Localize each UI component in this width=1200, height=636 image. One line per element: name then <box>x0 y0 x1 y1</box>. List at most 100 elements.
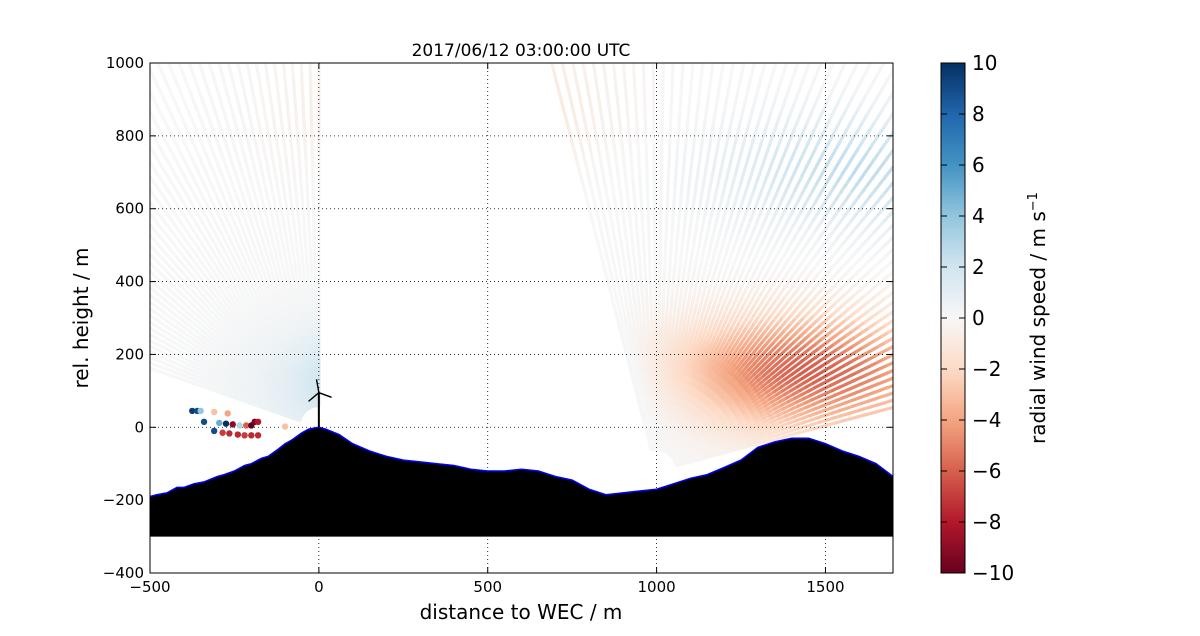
scan-beam-segment <box>150 242 154 250</box>
data-point <box>226 430 233 437</box>
scan-beam-segment <box>888 222 893 230</box>
turbine-blade <box>308 392 320 402</box>
scan-beam-segment <box>889 398 893 403</box>
scan-beam-segment <box>263 63 268 67</box>
scan-beam-segment <box>591 63 597 72</box>
chart-title: 2017/06/12 03:00:00 UTC <box>412 41 631 61</box>
scan-beam-segment <box>611 63 616 69</box>
y-tick-label: 400 <box>115 273 144 291</box>
scan-beam-segment <box>772 63 778 70</box>
scan-beam-segment <box>150 361 155 366</box>
colorbar-tick-label: 6 <box>972 153 985 177</box>
colorbar-tick-label: −6 <box>972 459 1001 483</box>
y-axis-title: rel. height / m <box>69 247 93 388</box>
scan-beam-segment <box>888 247 893 254</box>
x-axis: −500 0 500 1000 1500 <box>129 63 845 596</box>
scan-beam-segment <box>281 63 286 73</box>
lidar-scan-field <box>150 63 893 468</box>
data-point <box>281 423 289 430</box>
x-tick-label: 500 <box>473 578 502 596</box>
scan-beam-segment <box>177 63 182 69</box>
scan-beam-segment <box>150 143 152 149</box>
scan-beam-segment <box>150 199 154 207</box>
turbine-blade <box>315 379 320 393</box>
scan-beam-segment <box>150 261 157 270</box>
data-point <box>210 427 218 435</box>
scan-beam-segment <box>150 320 155 326</box>
data-point <box>254 432 262 439</box>
colorbar-tick-label: 8 <box>972 102 985 126</box>
colorbar-tick-label: −8 <box>972 510 1001 534</box>
scan-beam-segment <box>150 307 154 313</box>
scan-beam-segment <box>887 391 893 396</box>
terrain-profile <box>150 426 893 537</box>
y-tick-label: 0 <box>134 418 144 436</box>
plot-area <box>150 63 893 573</box>
data-point <box>189 407 196 415</box>
near-ground-points <box>189 407 289 439</box>
scan-beam-segment <box>166 63 171 65</box>
colorbar-tick-label: −10 <box>972 561 1014 585</box>
plot-frame <box>149 62 894 574</box>
scan-beam-segment <box>150 232 154 239</box>
terrain-outline <box>150 426 893 498</box>
scan-beam-segment <box>560 63 566 71</box>
scan-beam-segment <box>299 63 304 71</box>
scan-beam-segment <box>885 383 893 390</box>
scan-beam-segment <box>150 292 154 299</box>
scan-beam-segment <box>150 159 154 167</box>
scan-beam-segment <box>889 180 893 187</box>
y-tick-label: 200 <box>115 345 144 363</box>
scan-beam-segment <box>890 405 893 410</box>
colorbar: −10 −8 −6 −4 −2 0 2 4 6 8 10 radial wind speed / m… <box>940 51 1050 585</box>
colorbar-tick-label: −4 <box>972 408 1001 432</box>
wind-turbine-icon <box>308 379 332 428</box>
scan-beam-segment <box>150 66 153 74</box>
scan-beam-segment <box>866 63 873 70</box>
scan-beam-segment <box>207 63 211 66</box>
scan-beam-segment <box>150 211 153 218</box>
scan-beam-segment <box>150 108 155 119</box>
colorbar-tick-label: 4 <box>972 204 985 228</box>
data-point <box>248 432 255 439</box>
scan-beam-segment <box>197 63 203 69</box>
scan-beam-segment <box>887 269 893 277</box>
scan-beam-segment <box>601 63 606 71</box>
scan-beam-segment <box>621 63 626 68</box>
x-tick-label: 0 <box>314 578 324 596</box>
colorbar-tick-label: 2 <box>972 255 985 279</box>
colorbar-tick-label: 0 <box>972 306 985 330</box>
scan-beam-segment <box>887 164 893 174</box>
colorbar-label: radial wind speed / m s−1 <box>1026 192 1050 444</box>
scan-beam-segment <box>879 63 886 70</box>
scan-beam-segment <box>150 89 155 100</box>
scan-beam-segment <box>236 63 240 65</box>
data-point <box>219 429 226 436</box>
scan-beam-segment <box>254 63 259 69</box>
scan-beam-segment <box>888 300 893 306</box>
data-point <box>243 422 250 429</box>
scan-beam-segment <box>817 63 823 71</box>
scan-beam-segment <box>571 63 576 68</box>
data-point <box>200 418 208 426</box>
y-tick-label: 800 <box>115 127 144 145</box>
scan-beam-segment <box>150 126 155 137</box>
terrain-fill <box>150 427 893 537</box>
scan-beam-segment <box>794 63 800 70</box>
scan-beam-segment <box>150 332 157 339</box>
scan-beam-segment <box>710 63 715 71</box>
scan-beam-segment <box>886 280 893 288</box>
scan-beam-segment <box>887 327 893 334</box>
data-point <box>229 421 236 428</box>
x-axis-title: distance to WEC / m <box>420 600 623 624</box>
y-tick-label: 1000 <box>106 54 144 72</box>
data-point <box>197 407 204 415</box>
data-point <box>224 410 231 417</box>
scan-beam-segment <box>886 344 893 351</box>
scan-beam-segment <box>741 63 746 69</box>
data-point <box>210 408 218 416</box>
x-tick-label: −500 <box>129 578 170 596</box>
scan-beam-segment <box>888 235 893 242</box>
scan-beam-segment <box>888 258 893 265</box>
